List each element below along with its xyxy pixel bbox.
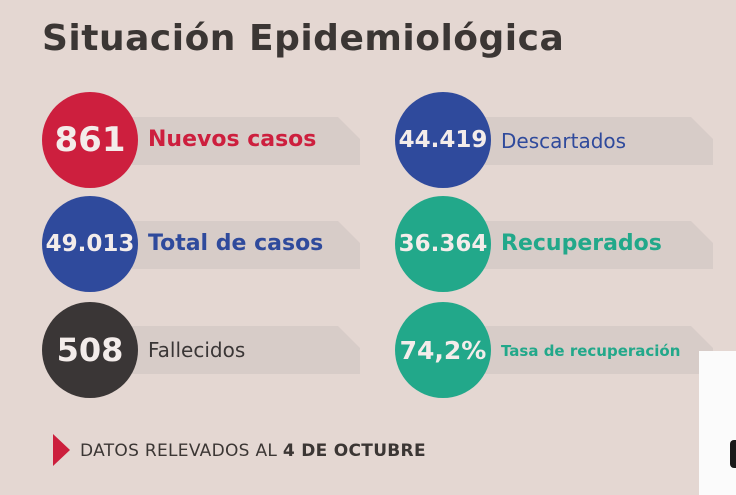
stat-label-fallecidos: Fallecidos	[148, 338, 246, 362]
stat-value-tasa-recuperacion: 74,2%	[395, 302, 491, 398]
footer-note: DATOS RELEVADOS AL 4 DE OCTUBRE	[80, 441, 426, 461]
stat-label-nuevos-casos: Nuevos casos	[148, 127, 317, 152]
overlay-figure	[730, 440, 736, 468]
stat-label-tasa-recuperacion: Tasa de recuperación	[501, 342, 681, 360]
stat-value-recuperados: 36.364	[395, 196, 491, 292]
stat-bar-fallecidos	[132, 326, 360, 374]
stat-bar-nuevos	[132, 117, 360, 165]
stat-value-nuevos-casos: 861	[42, 92, 138, 188]
footer-prefix: DATOS RELEVADOS AL	[80, 441, 283, 461]
stat-value-descartados: 44.419	[395, 92, 491, 188]
stat-bar-total	[132, 221, 360, 269]
video-overlay	[699, 351, 736, 495]
stat-label-total-casos: Total de casos	[148, 231, 324, 256]
page-title: Situación Epidemiológica	[42, 18, 565, 59]
stat-bar-recuperados	[484, 221, 713, 269]
stat-value-fallecidos: 508	[42, 302, 138, 398]
footer-date: 4 DE OCTUBRE	[282, 441, 426, 461]
triangle-marker-icon	[53, 434, 70, 466]
stat-label-descartados: Descartados	[501, 129, 627, 153]
stat-bar-descartados	[484, 117, 713, 165]
stat-label-recuperados: Recuperados	[501, 231, 662, 256]
stat-bar-tasa	[484, 326, 713, 374]
stat-value-total-casos: 49.013	[42, 196, 138, 292]
